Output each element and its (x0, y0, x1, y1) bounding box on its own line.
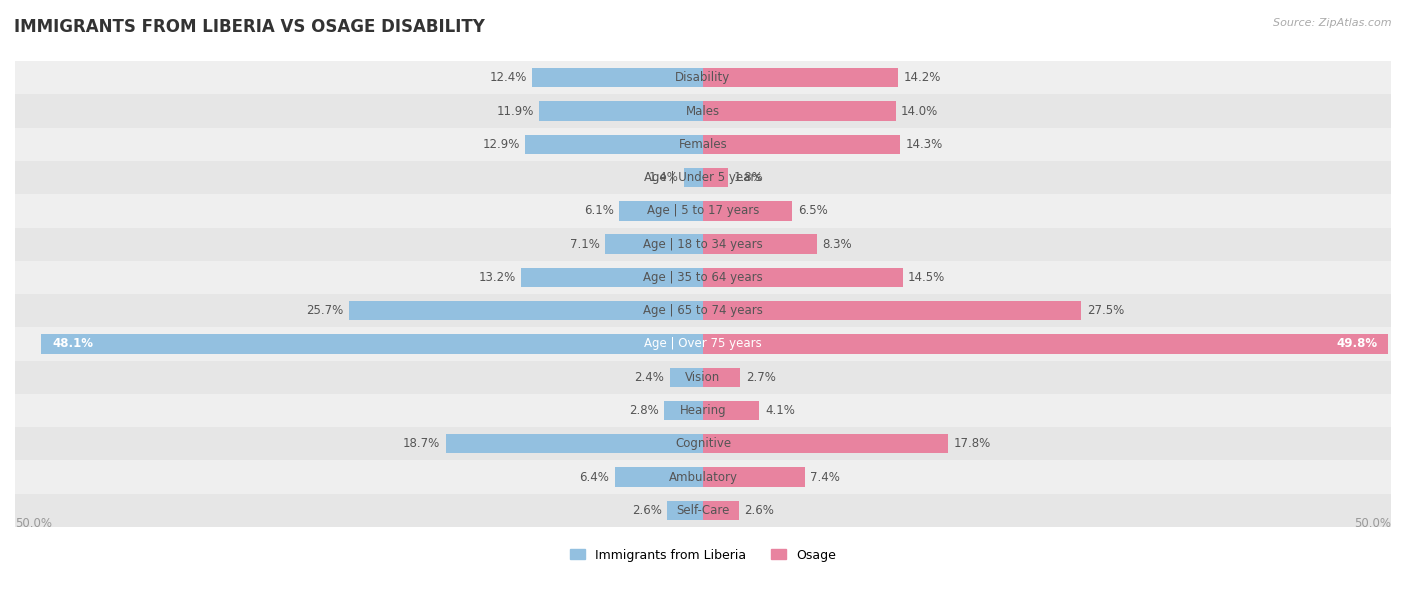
Bar (526, 135, 703, 154)
Text: Age | 65 to 74 years: Age | 65 to 74 years (643, 304, 763, 317)
Bar (446, 434, 703, 453)
Bar (703, 401, 759, 420)
Bar (15, 327, 1391, 360)
Text: Females: Females (679, 138, 727, 151)
Text: 14.2%: 14.2% (904, 72, 941, 84)
Bar (522, 268, 703, 287)
Text: 6.1%: 6.1% (583, 204, 613, 217)
Bar (703, 301, 1081, 320)
Bar (668, 501, 703, 520)
Bar (15, 228, 1391, 261)
Bar (15, 460, 1391, 494)
Text: Cognitive: Cognitive (675, 437, 731, 450)
Bar (703, 501, 738, 520)
Text: Disability: Disability (675, 72, 731, 84)
Bar (15, 128, 1391, 161)
Text: Age | 35 to 64 years: Age | 35 to 64 years (643, 271, 763, 284)
Text: Age | Over 75 years: Age | Over 75 years (644, 337, 762, 351)
Bar (15, 161, 1391, 194)
Text: 6.4%: 6.4% (579, 471, 609, 483)
Text: Self-Care: Self-Care (676, 504, 730, 517)
Text: Age | Under 5 years: Age | Under 5 years (644, 171, 762, 184)
Bar (703, 334, 1388, 354)
Bar (15, 427, 1391, 460)
Bar (15, 194, 1391, 228)
Bar (15, 294, 1391, 327)
Text: 8.3%: 8.3% (823, 237, 852, 251)
Bar (15, 494, 1391, 527)
Text: 13.2%: 13.2% (478, 271, 516, 284)
Text: 1.8%: 1.8% (734, 171, 763, 184)
Bar (15, 360, 1391, 394)
Text: 7.4%: 7.4% (810, 471, 841, 483)
Text: 2.6%: 2.6% (631, 504, 662, 517)
Bar (703, 102, 896, 121)
Bar (15, 94, 1391, 128)
Bar (606, 234, 703, 254)
Text: 18.7%: 18.7% (404, 437, 440, 450)
Bar (703, 68, 898, 88)
Text: Age | 18 to 34 years: Age | 18 to 34 years (643, 237, 763, 251)
Bar (703, 434, 948, 453)
Text: Ambulatory: Ambulatory (668, 471, 738, 483)
Bar (540, 102, 703, 121)
Text: 25.7%: 25.7% (307, 304, 344, 317)
Bar (671, 368, 703, 387)
Bar (703, 201, 793, 220)
Text: 2.6%: 2.6% (744, 504, 775, 517)
Text: 49.8%: 49.8% (1336, 337, 1378, 351)
Text: 14.3%: 14.3% (905, 138, 942, 151)
Bar (15, 61, 1391, 94)
Bar (349, 301, 703, 320)
Text: 7.1%: 7.1% (569, 237, 600, 251)
Bar (665, 401, 703, 420)
Bar (703, 268, 903, 287)
Bar (703, 234, 817, 254)
Text: 2.4%: 2.4% (634, 371, 665, 384)
Bar (533, 68, 703, 88)
Bar (41, 334, 703, 354)
Text: 48.1%: 48.1% (52, 337, 93, 351)
Text: 6.5%: 6.5% (799, 204, 828, 217)
Text: 12.9%: 12.9% (482, 138, 520, 151)
Text: 11.9%: 11.9% (496, 105, 534, 118)
Text: 14.5%: 14.5% (908, 271, 945, 284)
Bar (703, 135, 900, 154)
Text: 2.8%: 2.8% (630, 404, 659, 417)
Text: Hearing: Hearing (679, 404, 727, 417)
Bar (683, 168, 703, 187)
Bar (15, 261, 1391, 294)
Bar (15, 394, 1391, 427)
Bar (703, 168, 728, 187)
Text: Males: Males (686, 105, 720, 118)
Text: 17.8%: 17.8% (953, 437, 991, 450)
Legend: Immigrants from Liberia, Osage: Immigrants from Liberia, Osage (565, 543, 841, 567)
Text: 2.7%: 2.7% (745, 371, 776, 384)
Text: 14.0%: 14.0% (901, 105, 938, 118)
Text: 50.0%: 50.0% (15, 517, 52, 530)
Text: 4.1%: 4.1% (765, 404, 794, 417)
Bar (614, 468, 703, 487)
Text: Source: ZipAtlas.com: Source: ZipAtlas.com (1274, 18, 1392, 28)
Text: 50.0%: 50.0% (1354, 517, 1391, 530)
Text: IMMIGRANTS FROM LIBERIA VS OSAGE DISABILITY: IMMIGRANTS FROM LIBERIA VS OSAGE DISABIL… (14, 18, 485, 36)
Text: Age | 5 to 17 years: Age | 5 to 17 years (647, 204, 759, 217)
Text: 27.5%: 27.5% (1087, 304, 1125, 317)
Bar (619, 201, 703, 220)
Text: Vision: Vision (685, 371, 721, 384)
Text: 1.4%: 1.4% (648, 171, 678, 184)
Text: 12.4%: 12.4% (489, 72, 527, 84)
Bar (703, 468, 804, 487)
Bar (703, 368, 740, 387)
